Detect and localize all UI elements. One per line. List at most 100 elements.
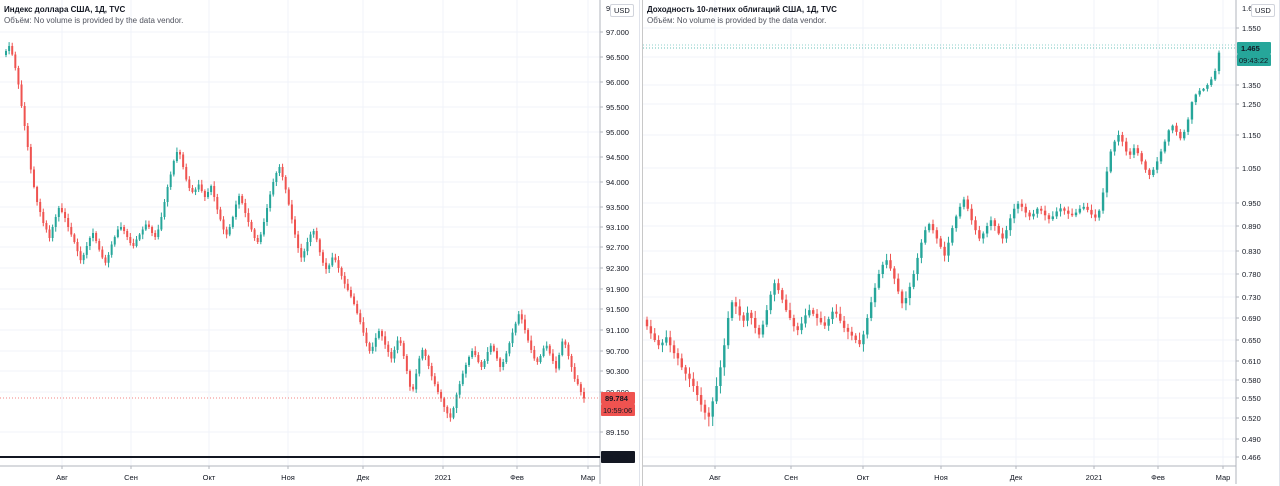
candle-body[interactable]	[185, 167, 188, 180]
candle-body[interactable]	[1047, 215, 1051, 220]
candle-body[interactable]	[1082, 206, 1085, 209]
candle-body[interactable]	[247, 213, 250, 222]
candle-body[interactable]	[1012, 208, 1016, 219]
candle-body[interactable]	[962, 199, 966, 207]
candle-body[interactable]	[287, 189, 290, 205]
candle-body[interactable]	[723, 345, 726, 368]
candle-body[interactable]	[337, 260, 340, 268]
candle-body[interactable]	[371, 346, 374, 351]
candle-body[interactable]	[312, 231, 315, 235]
candle-body[interactable]	[958, 206, 962, 217]
candle-body[interactable]	[225, 229, 228, 235]
candle-body[interactable]	[657, 340, 660, 346]
candle-body[interactable]	[113, 237, 116, 245]
candle-body[interactable]	[272, 182, 275, 195]
candle-body[interactable]	[1186, 119, 1190, 132]
candle-body[interactable]	[908, 286, 912, 299]
candle-body[interactable]	[1055, 211, 1058, 217]
candle-body[interactable]	[8, 46, 11, 51]
candle-body[interactable]	[680, 358, 683, 368]
candle-body[interactable]	[854, 335, 857, 340]
candle-body[interactable]	[54, 217, 57, 227]
candle-body[interactable]	[935, 230, 939, 239]
candle-body[interactable]	[1163, 141, 1167, 152]
candle-body[interactable]	[210, 186, 213, 192]
candle-body[interactable]	[703, 404, 707, 413]
candle-body[interactable]	[842, 320, 846, 328]
candle-body[interactable]	[443, 398, 446, 407]
candle-body[interactable]	[1194, 94, 1198, 103]
candle-body[interactable]	[191, 188, 194, 192]
candle-body[interactable]	[495, 351, 498, 359]
candle-body[interactable]	[446, 406, 449, 414]
candle-body[interactable]	[228, 227, 231, 235]
candle-body[interactable]	[281, 167, 284, 177]
candle-body[interactable]	[278, 167, 281, 173]
candle-body[interactable]	[661, 342, 664, 346]
candle-body[interactable]	[1001, 233, 1004, 239]
candle-body[interactable]	[993, 220, 997, 226]
candle-body[interactable]	[668, 337, 672, 346]
candle-body[interactable]	[511, 332, 514, 344]
candle-body[interactable]	[819, 318, 823, 323]
candle-body[interactable]	[468, 357, 471, 365]
candle-body[interactable]	[765, 310, 769, 325]
candle-body[interactable]	[415, 373, 418, 390]
candle-body[interactable]	[877, 274, 881, 288]
candle-body[interactable]	[309, 234, 312, 243]
candle-body[interactable]	[885, 260, 888, 265]
candle-body[interactable]	[514, 323, 517, 333]
candle-body[interactable]	[761, 324, 765, 335]
candle-body[interactable]	[216, 197, 219, 210]
candle-body[interactable]	[194, 189, 197, 193]
candle-body[interactable]	[939, 238, 942, 247]
candle-body[interactable]	[154, 233, 157, 237]
candle-body[interactable]	[197, 184, 200, 190]
candle-body[interactable]	[757, 327, 761, 335]
candle-body[interactable]	[567, 344, 570, 356]
candle-body[interactable]	[222, 219, 225, 230]
candle-body[interactable]	[931, 224, 935, 231]
candle-body[interactable]	[1067, 210, 1070, 214]
candle-body[interactable]	[711, 401, 714, 417]
candle-body[interactable]	[160, 217, 163, 230]
candle-body[interactable]	[48, 229, 51, 239]
candle-body[interactable]	[1074, 212, 1078, 216]
candle-body[interactable]	[275, 173, 278, 182]
candle-body[interactable]	[328, 265, 331, 270]
candle-body[interactable]	[107, 254, 110, 263]
candle-body[interactable]	[359, 313, 362, 323]
candle-body[interactable]	[982, 233, 985, 239]
candle-body[interactable]	[464, 365, 467, 374]
candle-body[interactable]	[873, 287, 877, 303]
candle-body[interactable]	[570, 356, 573, 367]
candle-body[interactable]	[1128, 151, 1132, 155]
candle-body[interactable]	[539, 356, 542, 362]
candle-body[interactable]	[294, 219, 296, 235]
candle-body[interactable]	[1167, 130, 1170, 142]
candle-body[interactable]	[471, 351, 474, 357]
candle-body[interactable]	[823, 322, 826, 326]
candle-body[interactable]	[213, 186, 216, 197]
candle-body[interactable]	[290, 204, 293, 220]
candle-body[interactable]	[985, 226, 989, 234]
candle-body[interactable]	[676, 353, 680, 359]
candle-body[interactable]	[377, 331, 380, 338]
candle-body[interactable]	[1009, 218, 1012, 231]
candle-body[interactable]	[943, 246, 946, 256]
candle-body[interactable]	[978, 230, 981, 239]
candle-body[interactable]	[284, 177, 287, 190]
candle-body[interactable]	[583, 392, 585, 399]
candle-body[interactable]	[349, 290, 352, 297]
candle-body[interactable]	[1183, 131, 1186, 139]
candle-body[interactable]	[533, 349, 536, 359]
candle-body[interactable]	[1132, 148, 1136, 155]
candle-body[interactable]	[384, 336, 387, 345]
candle-body[interactable]	[866, 318, 869, 335]
candle-body[interactable]	[147, 224, 150, 228]
candle-body[interactable]	[436, 384, 439, 392]
candle-body[interactable]	[734, 302, 738, 307]
candle-body[interactable]	[692, 378, 695, 386]
candle-body[interactable]	[517, 314, 520, 324]
candle-body[interactable]	[738, 306, 741, 316]
